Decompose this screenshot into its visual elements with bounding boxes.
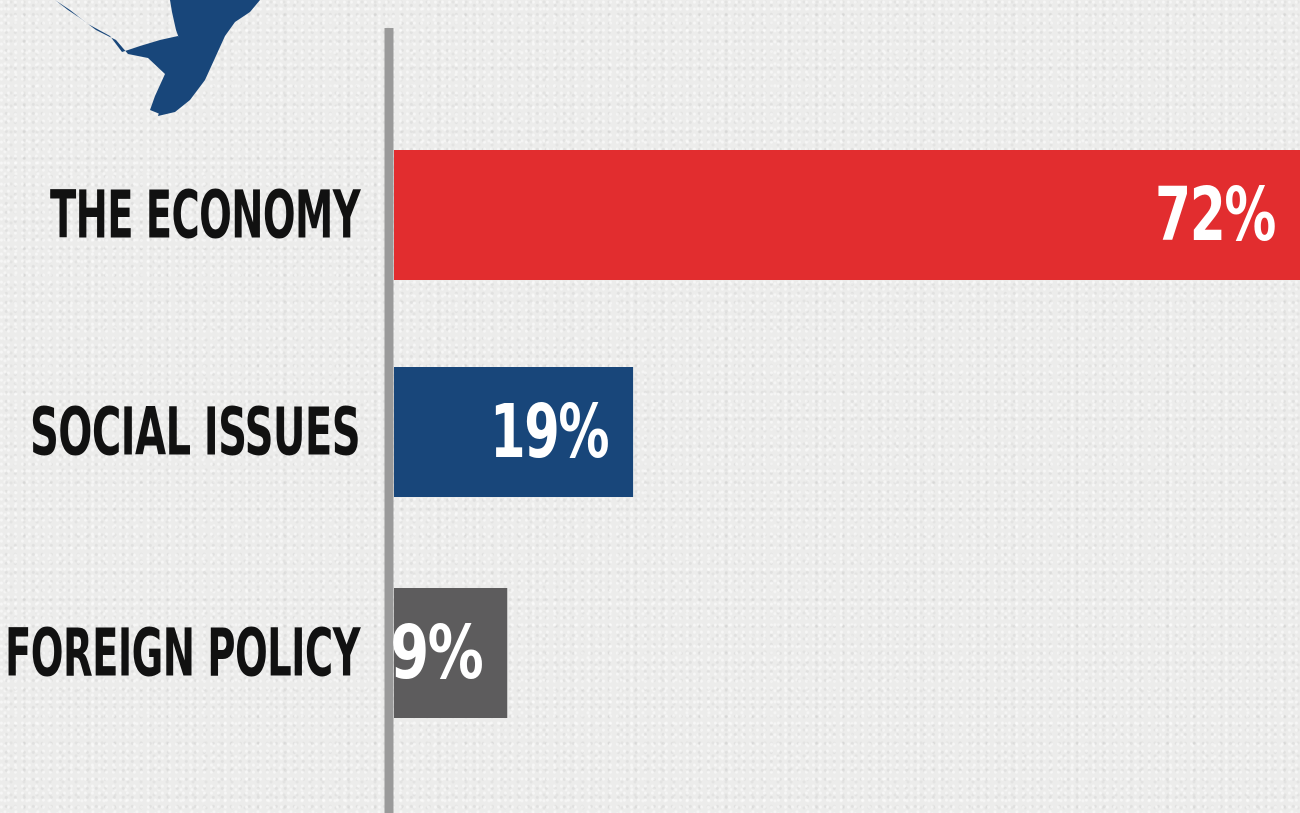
category-label-2: FOREIGN POLICY [5,615,361,692]
texas-map-icon [55,0,260,116]
bar-2 [394,588,508,718]
value-label-1: 19% [490,389,608,475]
bar-0 [394,150,1300,280]
bar-1 [394,367,634,497]
value-label-0: 72% [1155,172,1275,258]
category-label-0: THE ECONOMY [50,177,361,254]
category-label-1: SOCIAL ISSUES [30,394,360,471]
value-label-2: 9% [390,610,482,696]
